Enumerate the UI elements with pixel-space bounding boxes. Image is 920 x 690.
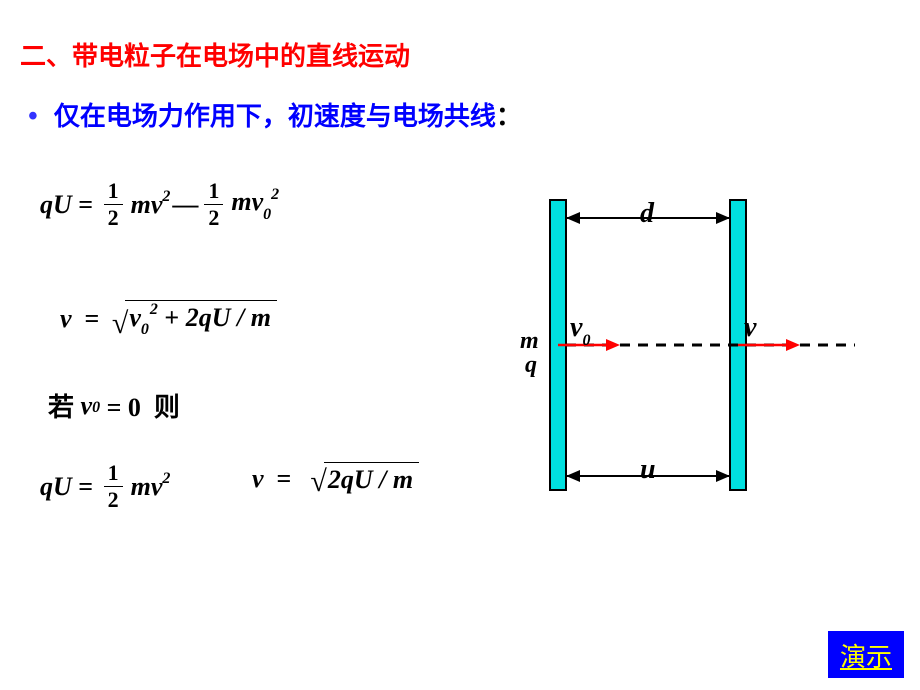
lhs: v bbox=[252, 464, 264, 494]
frac-num: 1 bbox=[204, 180, 223, 205]
eq: = bbox=[264, 464, 305, 494]
sqrt-body: v02 + 2qU / m bbox=[125, 300, 277, 337]
sqrt-body: 2qU / m bbox=[324, 462, 419, 495]
v: v bbox=[81, 391, 93, 421]
bullet-row: • 仅在电场力作用下，初速度与电场共线： bbox=[28, 96, 522, 133]
sup2b: 2 bbox=[271, 186, 279, 203]
label-m: m bbox=[520, 328, 539, 355]
v0-sub: 0 bbox=[582, 332, 590, 349]
sup: 2 bbox=[162, 470, 170, 487]
v0-v: v bbox=[570, 312, 582, 343]
section-title: 二、带电粒子在电场中的直线运动 bbox=[20, 36, 410, 73]
fraction-half-2: 1 2 bbox=[204, 180, 223, 229]
eq: = bbox=[72, 472, 100, 502]
minus: — bbox=[172, 190, 198, 220]
plus: + bbox=[158, 303, 186, 332]
mv: mv bbox=[231, 187, 263, 216]
post: = 0 则 bbox=[100, 387, 180, 424]
v0sub: 0 bbox=[141, 321, 149, 338]
label-u: u bbox=[640, 454, 656, 486]
sqrt-symbol: √ bbox=[112, 309, 128, 339]
rest: 2qU / m bbox=[186, 303, 271, 332]
sup2: 2 bbox=[162, 188, 170, 205]
bullet-main: 仅在电场力作用下，初速度与电场共线 bbox=[54, 101, 496, 131]
label-q: q bbox=[525, 352, 537, 379]
bullet-text: 仅在电场力作用下，初速度与电场共线： bbox=[54, 96, 522, 133]
fraction-half-1: 1 2 bbox=[104, 180, 123, 229]
sub0: 0 bbox=[92, 399, 100, 417]
frac-num: 1 bbox=[104, 180, 123, 205]
eq1-lhs: qU bbox=[40, 190, 72, 220]
sqrt-2: √ 2qU / m bbox=[310, 462, 419, 495]
eq1-mv0: mv02 bbox=[231, 187, 279, 221]
eq1-mv1: mv2 bbox=[131, 190, 171, 220]
pre: 若 bbox=[48, 387, 81, 424]
mv: mv bbox=[131, 472, 163, 501]
sub0: 0 bbox=[263, 206, 271, 223]
diagram-svg bbox=[500, 190, 880, 520]
lhs: qU bbox=[40, 472, 72, 502]
condition-label: 若 v0 = 0 则 bbox=[48, 387, 180, 424]
bullet-colon: ： bbox=[496, 101, 522, 131]
den: 2 bbox=[104, 487, 123, 511]
frac-den: 2 bbox=[204, 205, 223, 229]
equation-energy-simple: qU = 1 2 mv2 bbox=[40, 462, 170, 511]
fraction-half-3: 1 2 bbox=[104, 462, 123, 511]
eq2-eq: = bbox=[72, 304, 106, 334]
eq2-lhs: v bbox=[60, 304, 72, 334]
sqrt-symbol: √ bbox=[310, 467, 326, 497]
num: 1 bbox=[104, 462, 123, 487]
eq1-eq: = bbox=[72, 190, 100, 220]
v0sup: 2 bbox=[150, 301, 158, 318]
mv2: mv2 bbox=[131, 472, 171, 502]
label-v: v bbox=[744, 312, 756, 344]
capacitor-diagram: d u v0 v m q bbox=[500, 190, 880, 520]
equation-v-sqrt: v = √ v02 + 2qU / m bbox=[60, 300, 277, 337]
sqrt-1: √ v02 + 2qU / m bbox=[112, 300, 277, 337]
v0: v bbox=[129, 303, 141, 332]
label-v0: v0 bbox=[570, 312, 590, 348]
demo-button[interactable]: 演示 bbox=[828, 631, 904, 678]
equation-energy-full: qU = 1 2 mv2 — 1 2 mv02 bbox=[40, 180, 279, 229]
title-text: 二、带电粒子在电场中的直线运动 bbox=[20, 41, 410, 71]
mv: mv bbox=[131, 190, 163, 219]
equation-v-simple: v = √ 2qU / m bbox=[252, 462, 419, 495]
frac-den: 2 bbox=[104, 205, 123, 229]
label-d: d bbox=[640, 198, 654, 230]
bullet-dot: • bbox=[28, 101, 38, 133]
slide: 二、带电粒子在电场中的直线运动 • 仅在电场力作用下，初速度与电场共线： qU … bbox=[0, 0, 920, 690]
